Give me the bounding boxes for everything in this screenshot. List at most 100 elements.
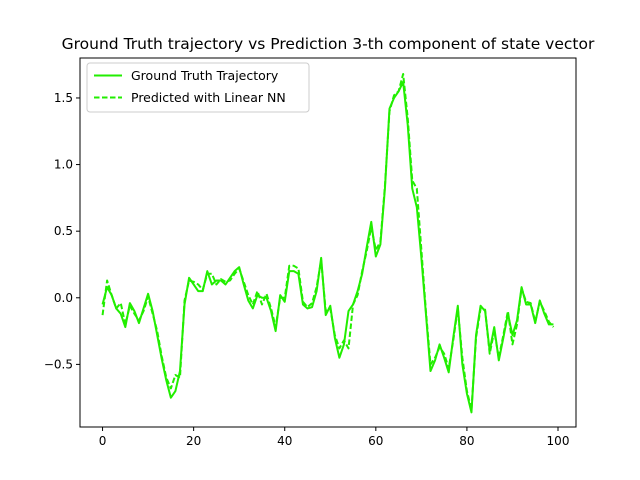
data-point	[170, 387, 172, 389]
data-point	[498, 359, 500, 361]
data-point	[225, 281, 227, 283]
data-point	[325, 314, 327, 316]
data-point	[388, 110, 390, 112]
data-point	[480, 305, 482, 307]
data-point	[252, 303, 254, 305]
y-tick-label: 0.5	[54, 224, 73, 238]
data-point	[352, 303, 354, 305]
x-tick-label: 40	[277, 434, 292, 448]
data-point	[493, 330, 495, 332]
data-point	[402, 73, 404, 75]
data-point	[320, 257, 322, 259]
data-point	[225, 283, 227, 285]
data-point	[338, 347, 340, 349]
data-point	[133, 310, 135, 312]
data-point	[316, 286, 318, 288]
data-point	[275, 330, 277, 332]
data-point	[457, 307, 459, 309]
data-point	[124, 326, 126, 328]
data-point	[261, 303, 263, 305]
data-point	[434, 359, 436, 361]
data-point	[243, 281, 245, 283]
data-point	[307, 306, 309, 308]
data-point	[138, 322, 140, 324]
chart-title: Ground Truth trajectory vs Prediction 3-…	[62, 35, 595, 53]
data-point	[106, 279, 108, 281]
data-point	[357, 294, 359, 296]
data-point	[498, 357, 500, 359]
data-point	[311, 302, 313, 304]
data-point	[170, 397, 172, 399]
data-point	[539, 301, 541, 303]
data-point	[470, 411, 472, 413]
data-point	[379, 244, 381, 246]
data-point	[434, 357, 436, 359]
data-point	[343, 339, 345, 341]
data-point	[193, 281, 195, 283]
data-point	[325, 310, 327, 312]
data-point	[202, 289, 204, 291]
data-point	[348, 310, 350, 312]
data-point	[247, 299, 249, 301]
data-point	[129, 305, 131, 307]
x-axis-ticks: 0 20 40 60 80 100	[99, 427, 570, 448]
data-point	[461, 357, 463, 359]
data-point	[284, 301, 286, 303]
data-point	[147, 295, 149, 297]
data-point	[247, 294, 249, 296]
data-point	[133, 313, 135, 315]
data-point	[407, 117, 409, 119]
series-line-1	[101, 72, 555, 411]
plot-frame	[79, 57, 577, 428]
data-point	[530, 302, 532, 304]
data-point	[184, 303, 186, 305]
data-point	[147, 293, 149, 295]
x-tick-label: 60	[368, 434, 383, 448]
data-point	[293, 270, 295, 272]
data-point	[188, 279, 190, 281]
data-point	[234, 273, 236, 275]
y-tick-label: 1.5	[54, 91, 73, 105]
data-point	[138, 319, 140, 321]
data-point	[370, 221, 372, 223]
data-point	[366, 250, 368, 252]
data-point	[457, 305, 459, 307]
data-point	[507, 310, 509, 312]
x-tick-label: 20	[186, 434, 201, 448]
data-point	[165, 377, 167, 379]
data-point	[143, 310, 145, 312]
data-point	[475, 337, 477, 339]
data-point	[348, 347, 350, 349]
legend-box	[86, 62, 310, 113]
data-point	[407, 124, 409, 126]
data-point	[229, 279, 231, 281]
data-point	[220, 278, 222, 280]
data-point	[329, 307, 331, 309]
data-point	[256, 290, 258, 292]
data-point	[211, 283, 213, 285]
data-point	[480, 307, 482, 309]
data-point	[174, 390, 176, 392]
data-point	[115, 307, 117, 309]
data-point	[193, 283, 195, 285]
data-point	[548, 321, 550, 323]
x-tick-label: 80	[459, 434, 474, 448]
data-point	[120, 313, 122, 315]
data-point	[174, 374, 176, 376]
data-point	[311, 306, 313, 308]
data-point	[184, 299, 186, 301]
x-tick-label: 0	[99, 434, 107, 448]
data-point	[489, 353, 491, 355]
data-point	[215, 283, 217, 285]
data-point	[375, 255, 377, 257]
data-point	[552, 323, 554, 325]
data-point	[179, 377, 181, 379]
data-point	[111, 294, 113, 296]
x-tick-label: 100	[547, 434, 570, 448]
data-point	[452, 339, 454, 341]
data-point	[511, 334, 513, 336]
data-point	[443, 353, 445, 355]
data-point	[361, 270, 363, 272]
plot-area: 0 20 40 60 80 100 −0.5 0.0 0.5 1.0 1.5	[44, 57, 577, 448]
data-point	[411, 180, 413, 182]
